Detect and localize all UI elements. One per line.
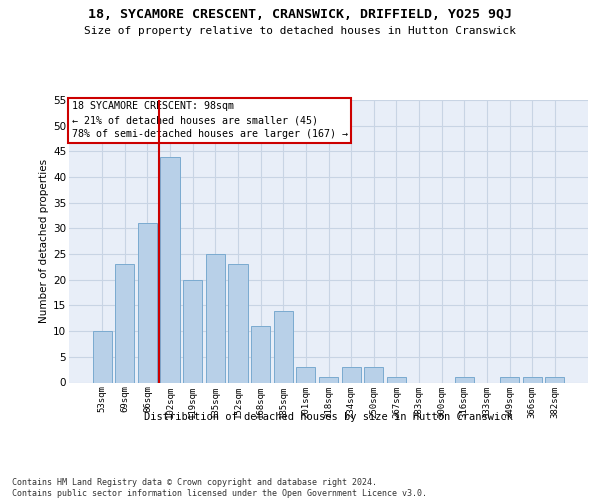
Bar xyxy=(387,378,406,382)
Bar xyxy=(500,378,519,382)
Bar xyxy=(545,378,565,382)
Bar xyxy=(319,378,338,382)
Text: 18 SYCAMORE CRESCENT: 98sqm
← 21% of detached houses are smaller (45)
78% of sem: 18 SYCAMORE CRESCENT: 98sqm ← 21% of det… xyxy=(71,102,347,140)
Text: Distribution of detached houses by size in Hutton Cranswick: Distribution of detached houses by size … xyxy=(145,412,513,422)
Bar xyxy=(341,367,361,382)
Bar xyxy=(251,326,270,382)
Bar xyxy=(138,224,157,382)
Bar xyxy=(274,310,293,382)
Y-axis label: Number of detached properties: Number of detached properties xyxy=(39,159,49,324)
Bar xyxy=(296,367,316,382)
Text: Contains HM Land Registry data © Crown copyright and database right 2024.
Contai: Contains HM Land Registry data © Crown c… xyxy=(12,478,427,498)
Bar xyxy=(206,254,225,382)
Bar xyxy=(160,156,180,382)
Bar xyxy=(183,280,202,382)
Bar xyxy=(523,378,542,382)
Text: 18, SYCAMORE CRESCENT, CRANSWICK, DRIFFIELD, YO25 9QJ: 18, SYCAMORE CRESCENT, CRANSWICK, DRIFFI… xyxy=(88,8,512,20)
Text: Size of property relative to detached houses in Hutton Cranswick: Size of property relative to detached ho… xyxy=(84,26,516,36)
Bar xyxy=(115,264,134,382)
Bar xyxy=(229,264,248,382)
Bar xyxy=(364,367,383,382)
Bar xyxy=(92,331,112,382)
Bar xyxy=(455,378,474,382)
